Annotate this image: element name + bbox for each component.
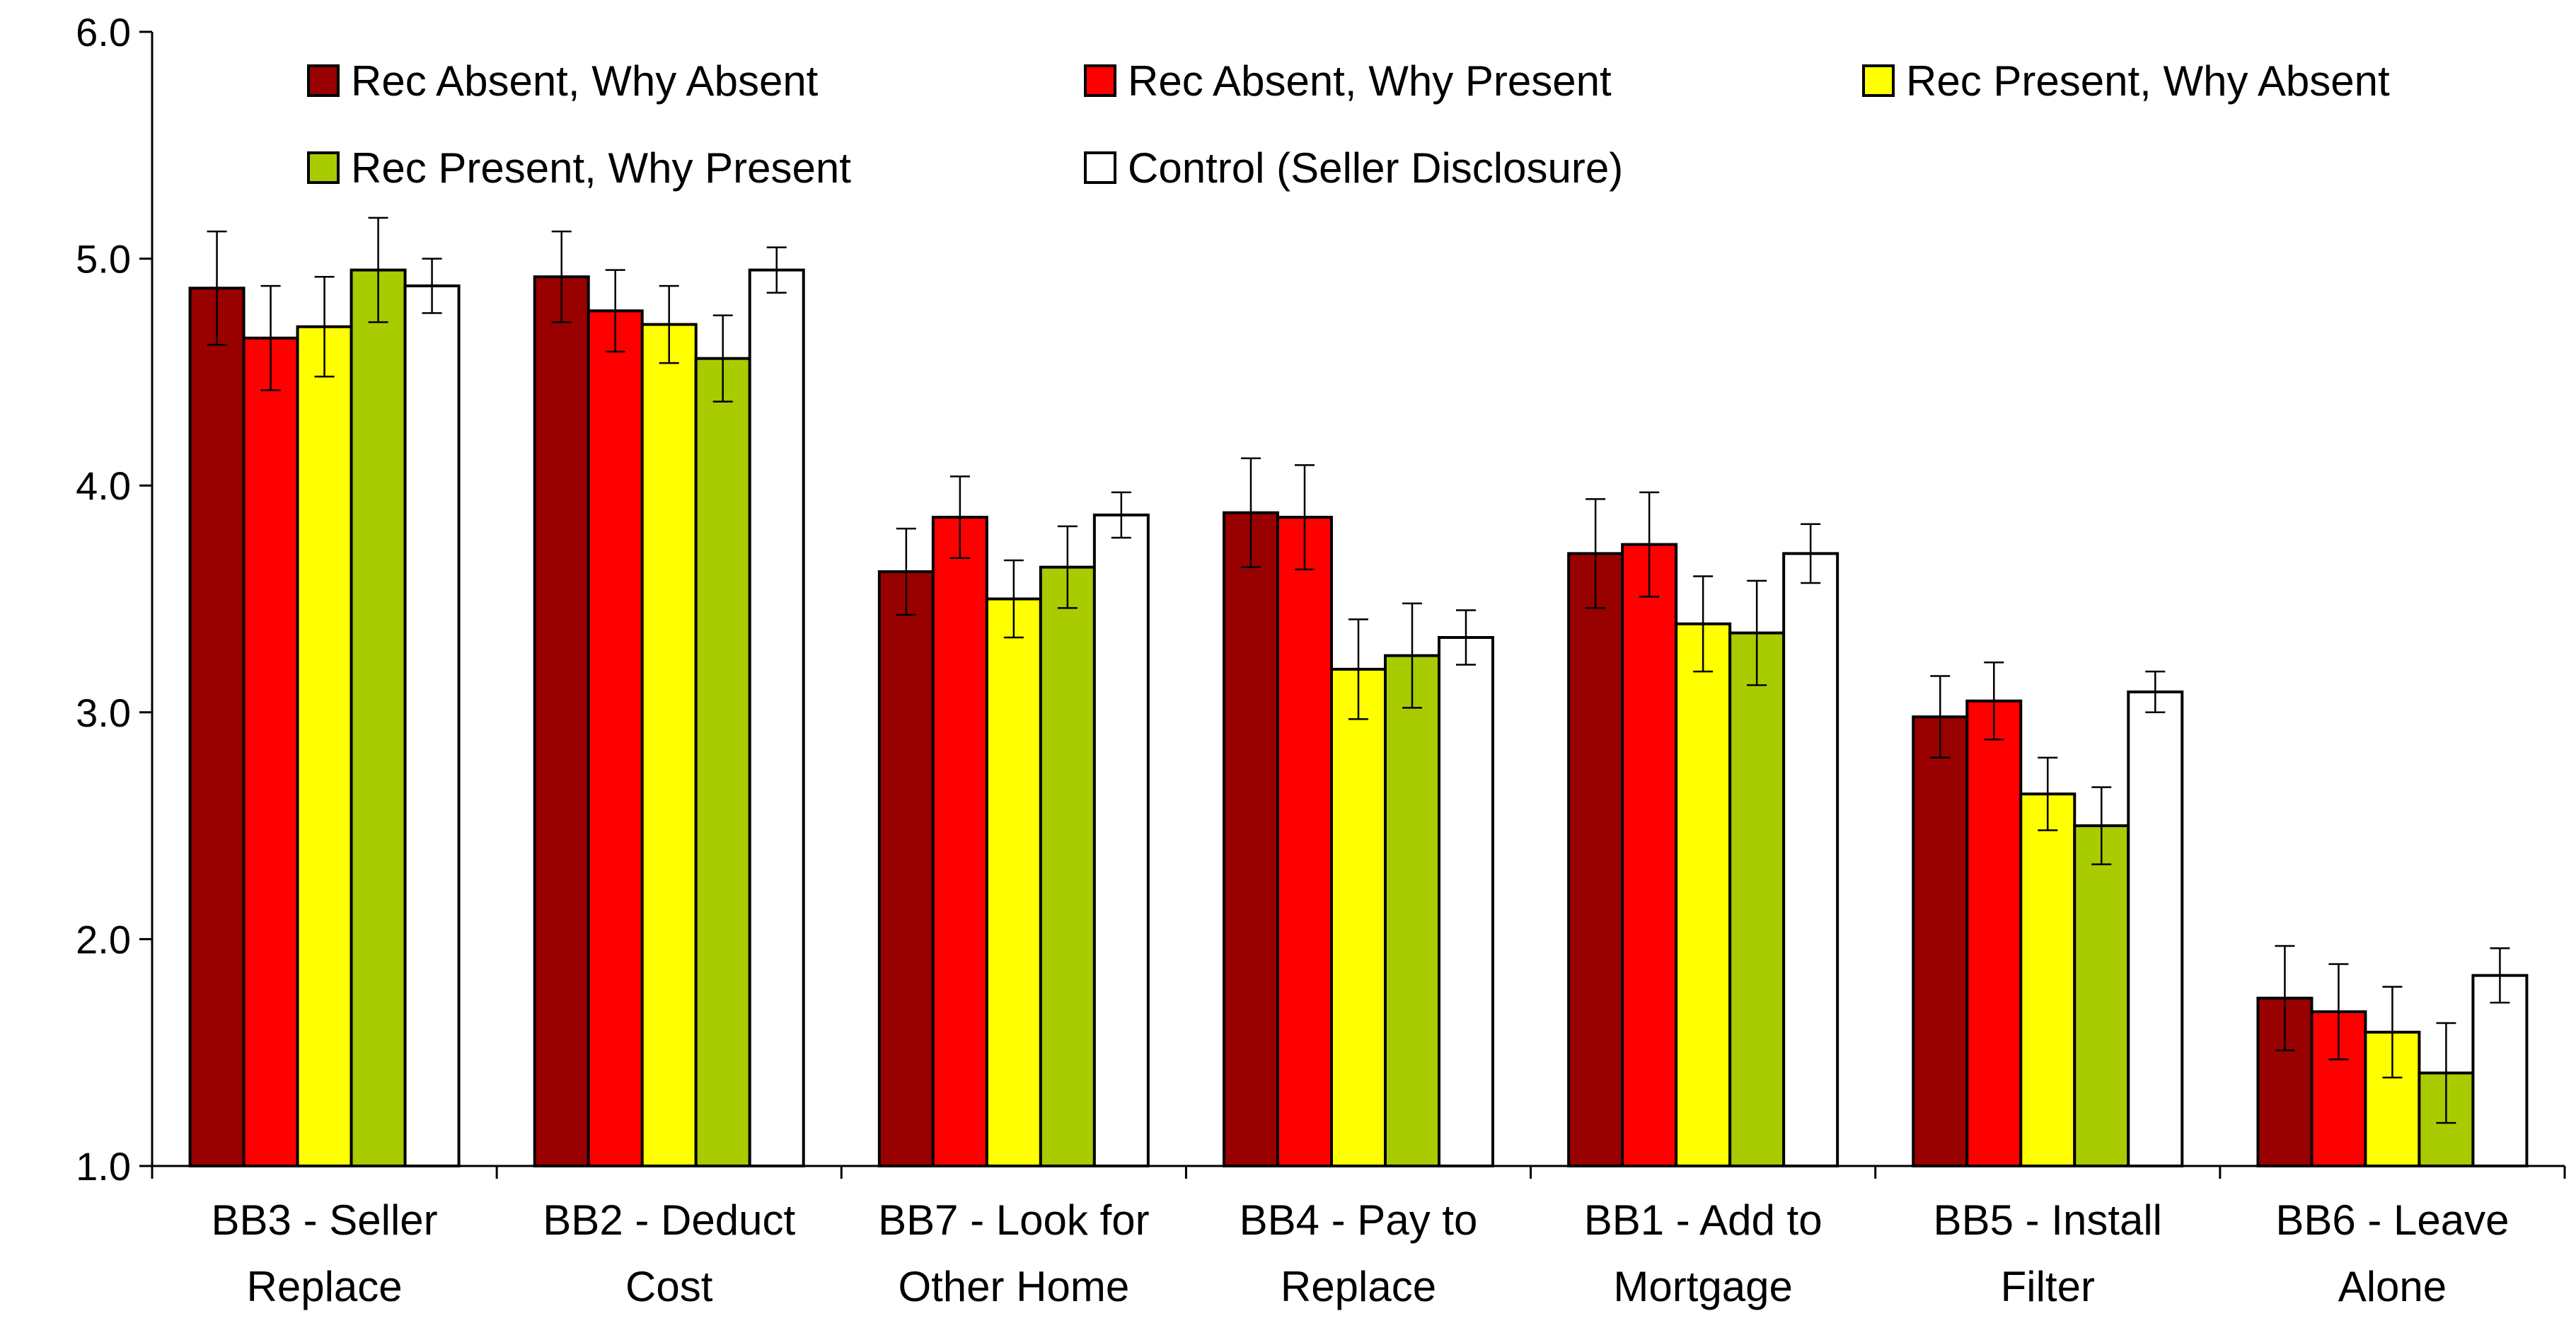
bar [748, 268, 805, 1167]
legend-label: Rec Present, Why Absent [1906, 57, 2390, 105]
y-tick-label: 4.0 [76, 463, 131, 508]
legend-label: Control (Seller Disclosure) [1128, 144, 1623, 192]
bar [694, 357, 751, 1168]
x-tick-label: BB3 - Seller [212, 1196, 438, 1244]
legend-swatch [1084, 151, 1116, 184]
bar [1092, 513, 1150, 1167]
bar [1728, 631, 1786, 1167]
y-tick-label: 5.0 [76, 237, 131, 282]
x-tick-label: Other Home [898, 1263, 1129, 1310]
bar [1276, 516, 1333, 1167]
bar [877, 570, 935, 1167]
x-tick-label: BB2 - Deduct [543, 1196, 795, 1244]
y-tick-label: 3.0 [76, 691, 131, 735]
x-tick-label: Replace [247, 1263, 403, 1310]
bar [188, 287, 246, 1168]
bar [1223, 511, 1279, 1167]
bar [931, 516, 988, 1167]
x-tick-label: Mortgage [1613, 1263, 1792, 1310]
bar [1384, 654, 1440, 1167]
x-tick-label: Alone [2338, 1263, 2447, 1310]
legend-swatch [307, 151, 340, 184]
bar [2019, 792, 2077, 1167]
bar [242, 336, 299, 1167]
bar [985, 597, 1042, 1167]
x-tick-label: BB5 - Install [1934, 1196, 2162, 1244]
bar [1330, 667, 1387, 1167]
x-tick-label: BB6 - Leave [2275, 1196, 2509, 1244]
bar [403, 284, 461, 1167]
x-tick-label: BB4 - Pay to [1240, 1196, 1478, 1244]
legend-label: Rec Absent, Why Absent [351, 57, 819, 105]
x-tick-label: BB1 - Add to [1584, 1196, 1823, 1244]
bar [533, 275, 590, 1167]
bar [2073, 824, 2130, 1167]
bar [1438, 636, 1494, 1167]
legend-label: Rec Present, Why Present [351, 144, 851, 192]
legend-swatch [1862, 64, 1895, 97]
bar [1567, 552, 1624, 1167]
bar [587, 309, 644, 1167]
bar [1621, 543, 1678, 1167]
bar [1675, 622, 1732, 1167]
bar [296, 325, 353, 1167]
legend-swatch [1084, 64, 1116, 97]
bar [350, 268, 407, 1167]
y-tick-label: 1.0 [76, 1144, 131, 1189]
y-tick-label: 6.0 [76, 10, 131, 54]
legend-swatch [307, 64, 340, 97]
x-tick-label: BB7 - Look for [878, 1196, 1150, 1244]
legend-label: Rec Absent, Why Present [1128, 57, 1612, 105]
x-tick-label: Cost [625, 1263, 713, 1310]
bar [1912, 715, 1969, 1167]
bar [1965, 699, 2023, 1167]
y-tick-label: 2.0 [76, 917, 131, 962]
x-tick-label: Filter [2001, 1263, 2095, 1310]
bar [1782, 552, 1839, 1167]
bar [1039, 565, 1096, 1167]
x-tick-label: Replace [1281, 1263, 1436, 1310]
bar [2127, 690, 2184, 1167]
bar [640, 323, 698, 1168]
bar [2471, 974, 2529, 1168]
